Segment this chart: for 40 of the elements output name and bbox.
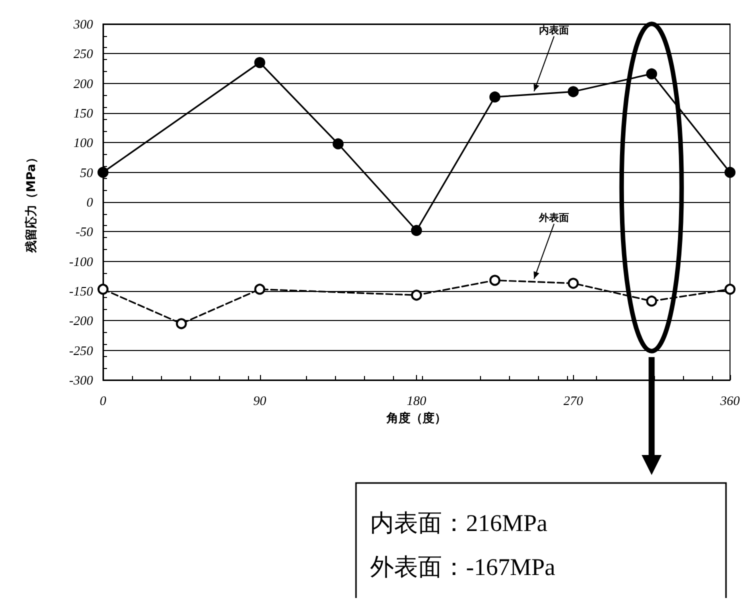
point (98, 166, 108, 178)
y-tick-label: 50 (80, 164, 94, 180)
x-axis-title: 角度（度） (386, 410, 446, 425)
x-tick-label: 270 (564, 393, 584, 408)
point (254, 57, 266, 68)
point (254, 284, 266, 295)
point (568, 278, 579, 289)
y-tick-label: -150 (69, 284, 94, 298)
text: 外表面 (538, 212, 570, 224)
text: 内表面：216MPa (370, 511, 548, 537)
x-tick-label: 90 (253, 393, 267, 408)
point (724, 166, 736, 178)
y-tick-label: 200 (74, 76, 94, 91)
y-tick-label: 0 (86, 194, 94, 210)
y-tick-label: 150 (74, 106, 94, 120)
point (724, 284, 736, 295)
point (411, 290, 422, 301)
y-tick-label: -300 (69, 372, 94, 388)
point (646, 68, 658, 80)
x-tick-label: 180 (406, 393, 427, 408)
x-tick-label: 360 (719, 393, 740, 408)
x-tick-label: 0 (100, 393, 107, 408)
point (98, 284, 108, 295)
y-tick-label: 100 (74, 135, 94, 150)
y-tick-label: -200 (69, 313, 94, 328)
y-axis-title: 残留応力（MPa） (24, 152, 38, 254)
point (176, 318, 187, 330)
y-tick-label: 300 (72, 16, 94, 32)
point (411, 224, 422, 236)
text: 外表面：-167MPa (370, 555, 556, 581)
text: 内表面 (539, 24, 570, 36)
point (568, 86, 579, 98)
point (332, 138, 344, 150)
point (489, 91, 500, 102)
y-tick-label: -100 (69, 254, 94, 269)
y-tick-label: -250 (69, 342, 94, 358)
point (646, 296, 658, 307)
point (489, 274, 500, 286)
y-tick-label: 250 (74, 46, 94, 62)
y-tick-label: -50 (76, 224, 94, 240)
